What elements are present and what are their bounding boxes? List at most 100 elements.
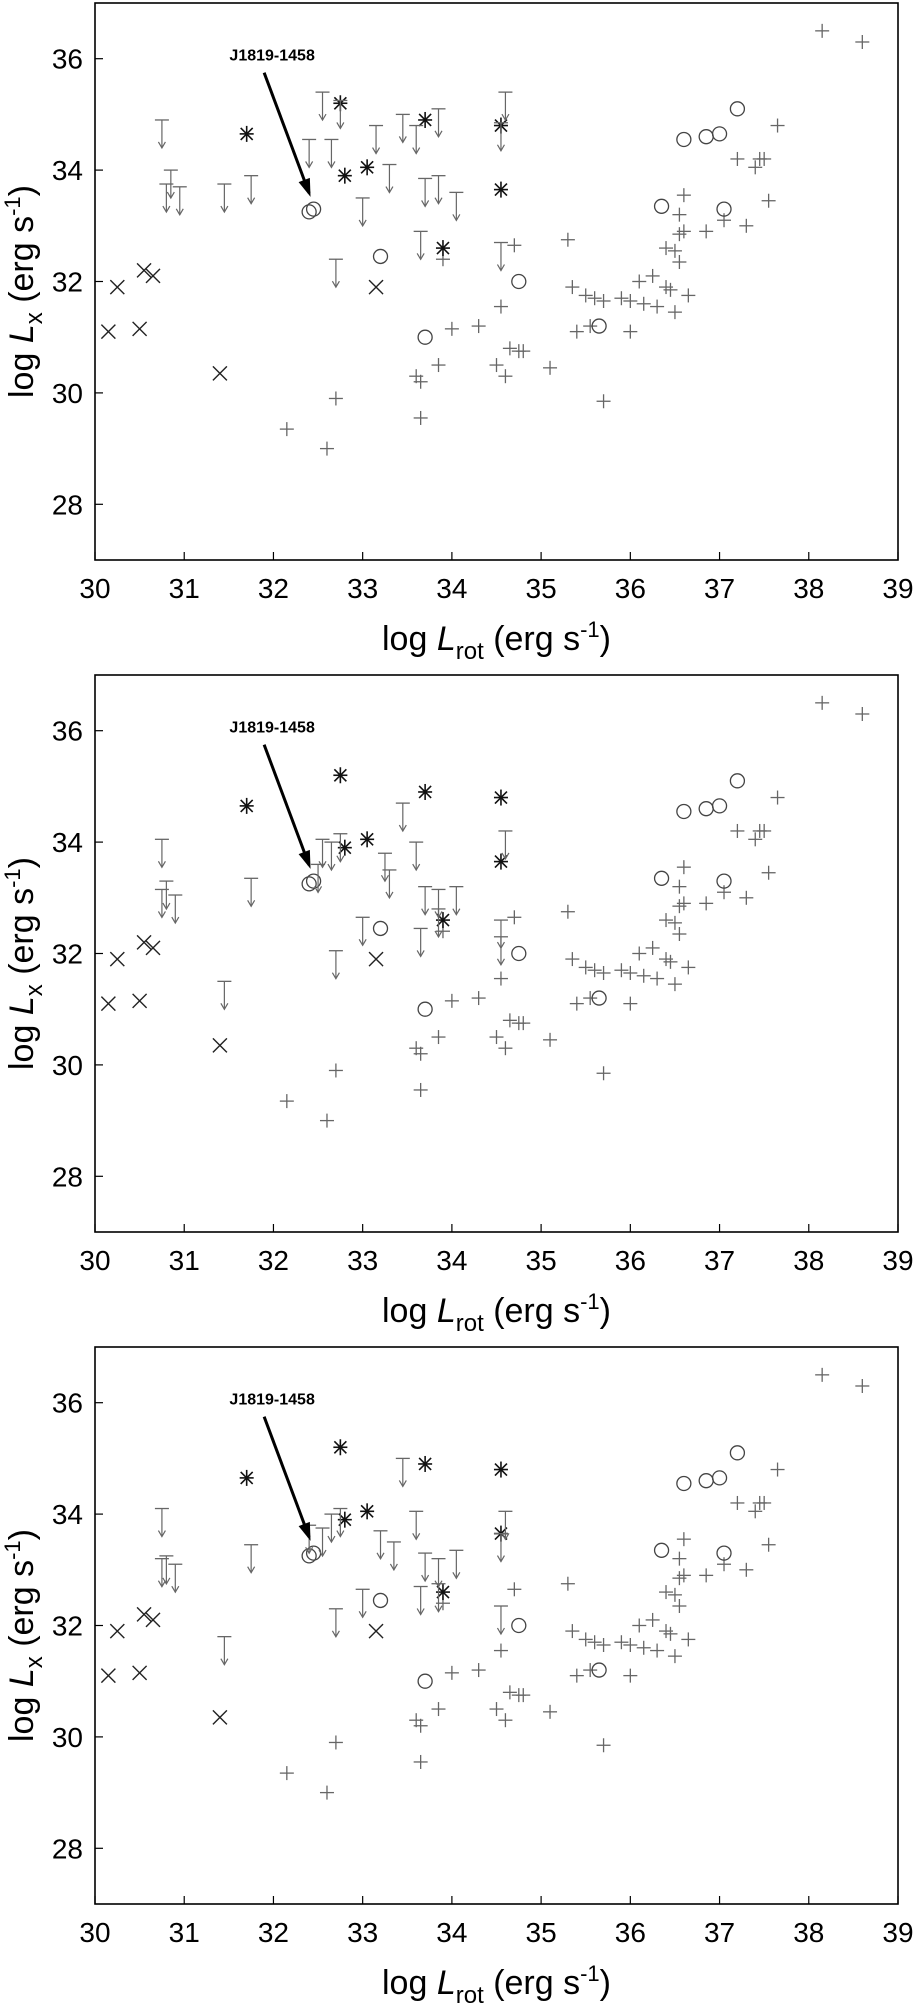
data-point-plus	[752, 151, 767, 166]
x-tick-label: 37	[704, 1245, 735, 1276]
data-point-cross	[100, 996, 116, 1012]
data-point-upper-limit	[449, 886, 464, 916]
x-tick-label: 30	[79, 1245, 110, 1276]
data-point-plus	[498, 369, 513, 384]
data-point-circle	[305, 201, 322, 217]
data-point-upper-limit	[302, 138, 317, 169]
data-point-upper-limit	[418, 886, 433, 916]
data-point-upper-limit	[493, 936, 508, 966]
data-point-asterisk	[435, 240, 450, 257]
y-tick-label: 30	[52, 1050, 83, 1081]
data-point-plus	[560, 232, 575, 247]
data-point-plus	[587, 1635, 602, 1650]
y-tick-label: 34	[52, 1499, 83, 1530]
data-point-upper-limit	[418, 1552, 433, 1583]
data-point-circle	[591, 318, 607, 334]
data-point-plus	[663, 954, 678, 969]
data-point-upper-limit	[154, 1558, 169, 1588]
data-point-upper-limit	[244, 1544, 259, 1574]
data-point-upper-limit	[431, 1583, 446, 1613]
data-point-plus	[636, 296, 651, 311]
data-point-plus	[516, 1688, 531, 1703]
data-point-circle	[729, 1445, 746, 1461]
data-point-circle	[676, 131, 692, 148]
x-tick-label: 34	[436, 573, 467, 604]
y-tick-label: 36	[52, 44, 83, 75]
data-point-plus	[431, 1702, 446, 1717]
y-axis-label: log Lx (erg s-1)	[0, 857, 48, 1070]
data-point-plus	[489, 1030, 504, 1045]
data-point-circle	[716, 873, 732, 889]
data-point-circle	[301, 876, 317, 892]
data-point-upper-limit	[377, 852, 392, 883]
data-point-circle	[417, 1001, 433, 1017]
data-point-plus	[676, 188, 691, 203]
data-point-cross	[132, 1665, 148, 1681]
data-point-upper-limit	[324, 138, 339, 169]
data-point-plus	[507, 1582, 522, 1597]
data-point-plus	[717, 213, 732, 228]
data-point-upper-limit	[369, 124, 384, 155]
data-point-asterisk	[337, 167, 352, 184]
data-point-cross	[132, 993, 148, 1009]
data-point-cross	[100, 1668, 116, 1684]
data-point-cross	[132, 321, 148, 337]
data-point-plus	[543, 360, 558, 375]
data-point-plus	[676, 896, 691, 911]
data-point-plus	[498, 1041, 513, 1056]
y-axis-label: log Lx (erg s-1)	[0, 1529, 48, 1742]
data-point-upper-limit	[431, 108, 446, 139]
data-point-plus	[672, 207, 687, 222]
data-point-upper-limit	[395, 113, 410, 144]
data-point-plus	[699, 224, 714, 239]
x-tick-label: 39	[882, 573, 913, 604]
data-point-plus	[431, 358, 446, 373]
data-point-upper-limit	[315, 838, 330, 869]
data-point-plus	[569, 996, 584, 1011]
data-point-asterisk	[239, 1469, 254, 1486]
data-point-cross	[212, 1709, 228, 1725]
data-point-plus	[596, 1738, 611, 1753]
data-point-plus	[578, 960, 593, 975]
data-point-plus	[770, 1462, 785, 1477]
data-point-plus	[328, 1735, 343, 1750]
data-point-upper-limit	[409, 1510, 424, 1541]
data-point-plus	[650, 299, 665, 314]
data-point-plus	[328, 391, 343, 406]
y-tick-label: 32	[52, 1611, 83, 1642]
data-point-plus	[699, 1568, 714, 1583]
x-axis-label: log Lrot (erg s-1)	[382, 1961, 611, 2009]
data-point-upper-limit	[168, 894, 183, 925]
y-tick-label: 36	[52, 716, 83, 747]
data-point-plus	[636, 1640, 651, 1655]
data-point-plus	[681, 288, 696, 303]
data-point-plus	[815, 23, 830, 38]
data-point-plus	[855, 34, 870, 49]
data-point-plus	[319, 441, 334, 456]
data-point-plus	[569, 324, 584, 339]
y-axis-label: log Lx (erg s-1)	[0, 185, 48, 398]
data-point-plus	[596, 1637, 611, 1652]
data-point-plus	[413, 1754, 428, 1769]
plot-frame	[94, 2, 899, 561]
data-point-plus	[614, 963, 629, 978]
data-point-plus	[489, 358, 504, 373]
x-tick-label: 32	[258, 1917, 289, 1948]
data-point-upper-limit	[386, 1541, 401, 1572]
y-tick-label: 30	[52, 1722, 83, 1753]
data-point-cross	[109, 951, 125, 967]
data-point-cross	[145, 268, 161, 284]
data-point-upper-limit	[217, 1635, 232, 1666]
annotation-label: J1819-1458	[229, 1392, 315, 1409]
x-tick-label: 30	[79, 1917, 110, 1948]
data-point-plus	[578, 1632, 593, 1647]
data-point-plus	[413, 1082, 428, 1097]
data-point-plus	[645, 940, 660, 955]
data-point-upper-limit	[244, 877, 259, 908]
data-point-plus	[623, 324, 638, 339]
data-point-asterisk	[333, 1439, 348, 1456]
data-point-upper-limit	[333, 1507, 348, 1538]
x-tick-label: 38	[793, 1917, 824, 1948]
annotation-arrow	[262, 1416, 311, 1541]
data-point-plus	[663, 282, 678, 297]
